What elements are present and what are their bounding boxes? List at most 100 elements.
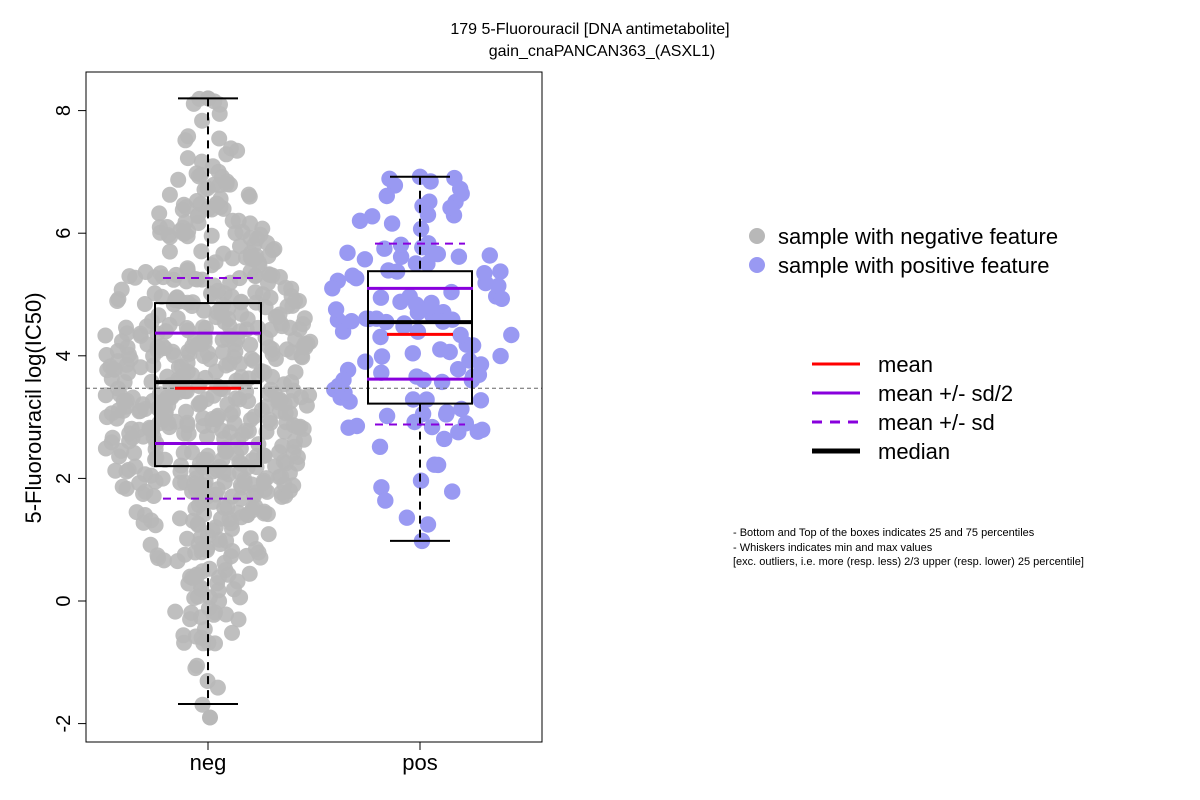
neg-point	[212, 300, 229, 317]
neg-point	[222, 176, 238, 193]
note-line-1: - Bottom and Top of the boxes indicates …	[733, 527, 1035, 539]
neg-point	[121, 268, 138, 285]
neg-point	[146, 285, 163, 302]
neg-point	[212, 536, 229, 552]
y-tick-label: -2	[53, 715, 75, 733]
neg-point	[188, 566, 205, 583]
pos-point	[327, 301, 345, 318]
neg-point	[246, 236, 263, 253]
neg-point	[172, 463, 189, 480]
pos-point	[472, 392, 490, 409]
neg-point	[230, 611, 247, 628]
neg-point	[97, 387, 114, 404]
pos-point	[408, 368, 425, 385]
pos-point	[412, 220, 430, 238]
legend-half-sd-label: mean +/- sd/2	[878, 381, 1013, 406]
neg-point	[272, 391, 289, 408]
neg-point	[184, 338, 201, 355]
y-tick-label: 2	[53, 473, 75, 484]
neg-point	[196, 506, 213, 523]
neg-point	[169, 310, 186, 327]
neg-point	[295, 316, 311, 333]
neg-point	[216, 474, 233, 490]
neg-point	[132, 359, 149, 376]
pos-point	[356, 251, 374, 268]
neg-point	[178, 383, 195, 400]
pos-point	[419, 206, 437, 223]
pos-point	[343, 313, 360, 330]
neg-point	[176, 225, 192, 242]
pos-point	[339, 244, 356, 261]
pos-point	[407, 255, 425, 272]
pos-point	[481, 247, 498, 264]
neg-point	[287, 364, 304, 381]
pos-point	[442, 199, 459, 216]
pos-point	[453, 400, 470, 418]
pos-point	[476, 265, 493, 282]
y-tick-label: 4	[53, 350, 75, 361]
pos-point	[357, 353, 374, 370]
neg-point	[295, 420, 312, 437]
neg-point	[149, 339, 166, 355]
pos-point	[429, 456, 447, 474]
neg-point	[260, 526, 277, 543]
pos-point	[436, 430, 453, 448]
neg-point	[190, 168, 207, 185]
pos-point	[444, 483, 461, 500]
neg-point	[98, 409, 115, 426]
neg-point	[203, 227, 220, 244]
pos-point	[373, 348, 391, 365]
pos-point	[493, 290, 510, 307]
neg-point	[262, 289, 279, 306]
neg-point	[103, 434, 120, 451]
pos-point	[348, 270, 365, 287]
neg-point	[232, 355, 248, 372]
neg-point	[264, 341, 281, 358]
neg-point	[220, 566, 237, 583]
neg-point	[161, 243, 178, 260]
data-points	[97, 90, 520, 726]
pos-point	[392, 236, 410, 253]
neg-point	[232, 238, 248, 255]
y-axis: -2 0 2 4 6 8	[53, 105, 87, 733]
neg-point	[182, 611, 199, 628]
neg-point	[224, 250, 241, 267]
neg-point	[144, 420, 161, 437]
neg-point	[223, 548, 239, 565]
pos-point	[441, 343, 458, 361]
pos-box	[367, 270, 473, 405]
neg-point	[208, 195, 225, 212]
neg-point	[210, 163, 227, 180]
neg-point	[229, 142, 246, 159]
pos-point	[472, 356, 490, 373]
pos-point	[457, 415, 475, 432]
neg-point	[135, 514, 152, 531]
neg-point	[193, 243, 210, 260]
pos-point	[423, 294, 440, 312]
neg-point	[180, 322, 197, 339]
neg-point	[158, 389, 175, 406]
neg-point	[192, 394, 209, 411]
pos-point	[330, 377, 347, 394]
neg-point	[119, 325, 136, 342]
neg-point	[145, 357, 162, 374]
neg-point	[138, 318, 155, 335]
neg-point	[169, 553, 186, 570]
pos-point	[433, 373, 451, 391]
neg-point	[240, 393, 257, 410]
pos-point	[452, 326, 469, 344]
pos-point	[492, 347, 509, 365]
y-tick-label: 0	[53, 595, 75, 606]
neg-point	[97, 327, 114, 344]
pos-point	[409, 323, 427, 340]
neg-point	[172, 510, 188, 527]
neg-point	[294, 349, 311, 366]
pos-point	[377, 492, 394, 509]
neg-point	[218, 606, 234, 623]
pos-point	[351, 212, 369, 229]
pos-point	[503, 326, 520, 344]
legend-mean-label: mean	[878, 352, 933, 377]
pos-point	[371, 438, 389, 455]
pos-point	[348, 417, 366, 435]
